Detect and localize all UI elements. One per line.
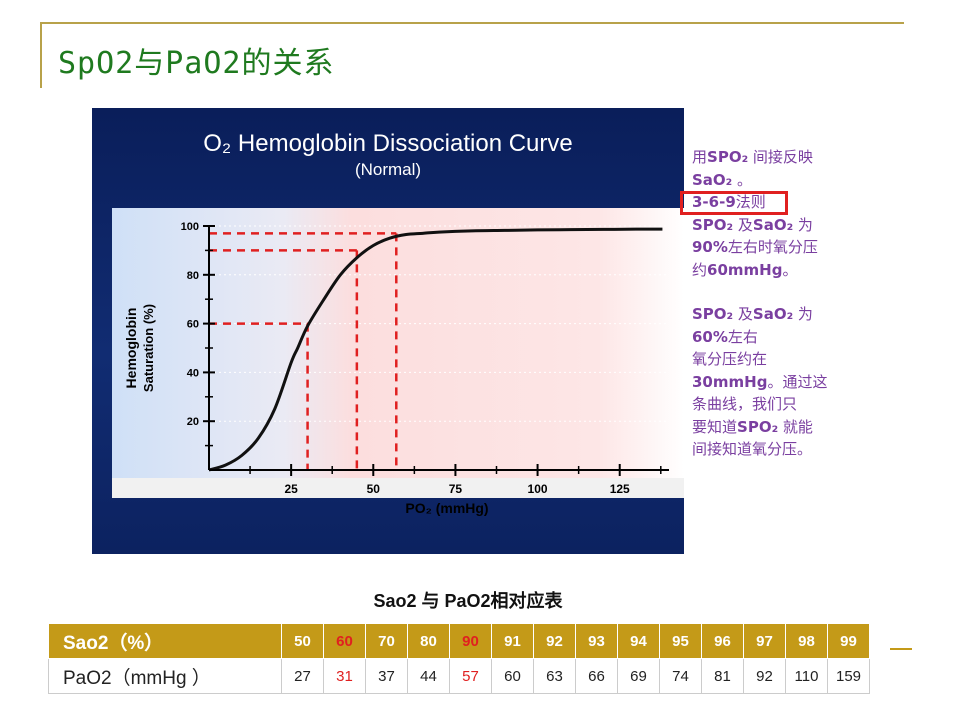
note-line: SaO₂ 。 xyxy=(692,170,753,189)
y-tick-label: 60 xyxy=(187,319,199,331)
x-tick-label: 100 xyxy=(528,482,548,496)
correspondence-table: Sao2（%） 50 60 70 80 90 91 92 93 94 95 96 97 98 99 PaO2（… xyxy=(48,623,870,694)
table-cell: 96 xyxy=(701,623,744,659)
note-line: 条曲线，我们只 xyxy=(692,395,798,413)
table-cell: 92 xyxy=(743,658,786,694)
table-cell: 99 xyxy=(827,623,870,659)
note-line: 90%左右时氧分压 xyxy=(692,238,818,256)
table-cell: 159 xyxy=(827,658,870,694)
note-line: 约60mmHg。 xyxy=(692,260,798,279)
plot-bottom-band xyxy=(112,478,684,498)
note-line: 间接知道氧分压。 xyxy=(692,440,813,458)
sao2-row: Sao2（%） 50 60 70 80 90 91 92 93 94 95 96 97 98 99 xyxy=(48,623,870,659)
note-line: 30mmHg。通过这 xyxy=(692,372,828,391)
note-line: 要知道SPO₂ 就能 xyxy=(692,417,813,436)
rule-highlight-box xyxy=(680,191,788,215)
table-cell: 98 xyxy=(785,623,828,659)
note-line: 3-6-9法则 xyxy=(692,193,766,211)
table-cell: 95 xyxy=(659,623,702,659)
pao2-row: PaO2（mmHg ） 27 31 37 44 57 60 63 66 69 74 81 92 110 15… xyxy=(48,658,870,694)
table-cell: 50 xyxy=(281,623,324,659)
y-tick-label: 20 xyxy=(187,416,199,428)
top-divider xyxy=(40,22,904,24)
table-cell: 57 xyxy=(449,658,492,694)
table-cell: 31 xyxy=(323,658,366,694)
table-cell: 66 xyxy=(575,658,618,694)
x-axis-label: PO₂ (mmHg) xyxy=(405,500,488,516)
x-tick-label: 75 xyxy=(449,482,463,496)
table-side-divider xyxy=(890,648,912,650)
table-title: Sao2 与 PaO2相对应表 xyxy=(373,591,563,611)
table-cell: 37 xyxy=(365,658,408,694)
y-axis-label-line-2: Saturation (%) xyxy=(141,304,156,392)
table-cell: 90 xyxy=(449,623,492,659)
table-cell: 44 xyxy=(407,658,450,694)
table-cell: 63 xyxy=(533,658,576,694)
x-tick-label: 50 xyxy=(367,482,381,496)
table-cell: 80 xyxy=(407,623,450,659)
slide-title: SpO2与PaO2的关系 xyxy=(58,46,335,81)
chart-subtitle: (Normal) xyxy=(354,160,422,179)
plot-background xyxy=(112,208,684,498)
table-cell: 74 xyxy=(659,658,702,694)
row-header: Sao2（%） xyxy=(48,623,282,659)
table-cell: 93 xyxy=(575,623,618,659)
note-line: 用SPO₂ 间接反映 xyxy=(692,148,813,166)
table-cell: 110 xyxy=(785,658,828,694)
note-line: 氧分压约在 xyxy=(692,350,768,368)
x-tick-label: 25 xyxy=(284,482,298,496)
table-cell: 92 xyxy=(533,623,576,659)
table-cell: 69 xyxy=(617,658,660,694)
note-line: 60%左右 xyxy=(692,327,758,346)
dissociation-chart: 20 40 60 80 100 25 50 75 100 125 PO₂ (mmHg) Hemog… xyxy=(112,208,684,516)
chart-title: O₂ Hemoglobin Dissociation Curve xyxy=(203,130,573,157)
table-cell: 94 xyxy=(617,623,660,659)
row-header: PaO2（mmHg ） xyxy=(48,658,282,694)
note-line: SPO₂ 及SaO₂ 为 xyxy=(692,305,813,323)
note-line: SPO₂ 及SaO₂ 为 xyxy=(692,215,813,234)
left-divider xyxy=(40,22,42,88)
table-cell: 27 xyxy=(281,658,324,694)
table-cell: 60 xyxy=(323,623,366,659)
table-cell: 60 xyxy=(491,658,534,694)
y-tick-label: 80 xyxy=(187,270,199,282)
y-tick-label: 100 xyxy=(181,221,199,233)
table-cell: 81 xyxy=(701,658,744,694)
note-gap xyxy=(692,281,862,303)
explanation-note: 用SPO₂ 间接反映 SaO₂ 。 3-6-9法则 SPO₂ 及SaO₂ 为 90%左右… xyxy=(692,146,862,461)
saturation-curve xyxy=(208,227,663,472)
x-tick-label: 125 xyxy=(610,482,630,496)
table-cell: 70 xyxy=(365,623,408,659)
dissociation-chart-panel: 20 40 60 80 100 25 50 75 100 125 PO₂ (mmHg) Hemog… xyxy=(92,108,684,554)
table-cell: 91 xyxy=(491,623,534,659)
table-cell: 97 xyxy=(743,623,786,659)
y-axis-label-line-1: Hemoglobin xyxy=(123,308,139,389)
y-tick-label: 40 xyxy=(187,367,199,379)
